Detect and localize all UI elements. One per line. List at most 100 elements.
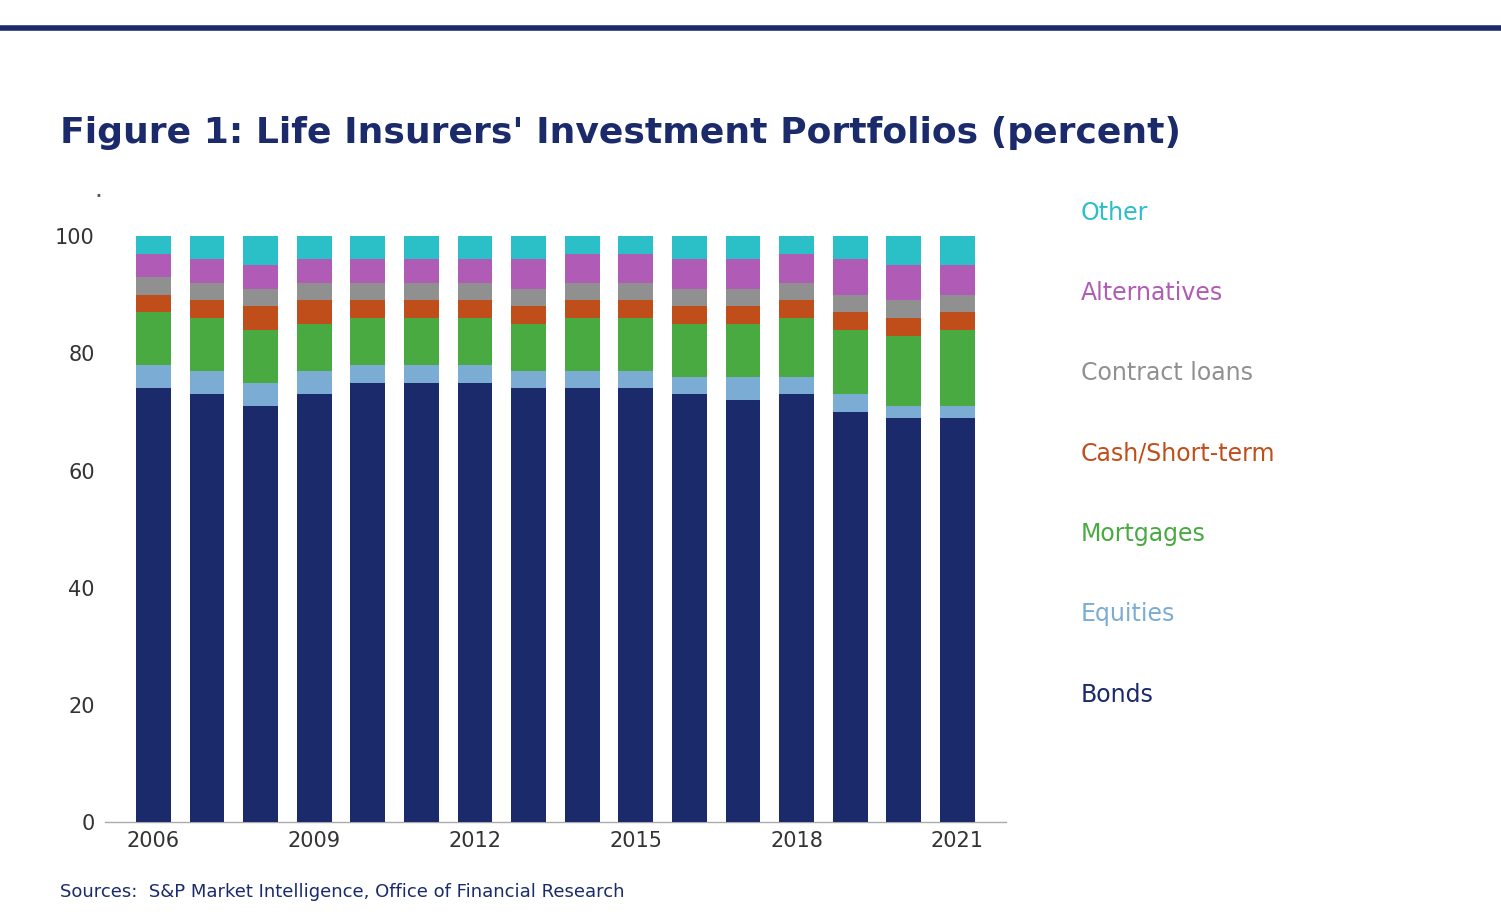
Bar	[887, 406, 922, 418]
Bar	[940, 330, 974, 406]
Bar	[297, 236, 332, 260]
Text: Sources:  S&P Market Intelligence, Office of Financial Research: Sources: S&P Market Intelligence, Office…	[60, 883, 624, 901]
Bar	[672, 307, 707, 324]
Bar	[350, 318, 386, 365]
Bar	[779, 300, 814, 318]
Bar	[189, 371, 224, 395]
Text: Contract loans: Contract loans	[1081, 361, 1253, 385]
Bar	[833, 412, 868, 822]
Bar	[940, 265, 974, 295]
Bar	[137, 253, 171, 277]
Bar	[297, 395, 332, 822]
Bar	[564, 253, 599, 283]
Bar	[350, 383, 386, 822]
Bar	[297, 324, 332, 371]
Bar	[725, 400, 761, 822]
Bar	[779, 395, 814, 822]
Bar	[672, 288, 707, 307]
Bar	[297, 260, 332, 283]
Bar	[564, 318, 599, 371]
Bar	[725, 288, 761, 307]
Bar	[940, 295, 974, 312]
Bar	[833, 260, 868, 295]
Bar	[833, 295, 868, 312]
Bar	[512, 371, 546, 388]
Bar	[512, 388, 546, 822]
Bar	[512, 324, 546, 371]
Bar	[725, 324, 761, 377]
Bar	[887, 335, 922, 406]
Bar	[564, 236, 599, 253]
Bar	[887, 236, 922, 265]
Bar	[512, 288, 546, 307]
Bar	[243, 383, 278, 406]
Bar	[833, 236, 868, 260]
Bar	[672, 260, 707, 288]
Bar	[887, 418, 922, 822]
Bar	[404, 300, 438, 318]
Bar	[297, 371, 332, 395]
Text: Figure 1: Life Insurers' Investment Portfolios (percent): Figure 1: Life Insurers' Investment Port…	[60, 116, 1181, 150]
Bar	[458, 236, 492, 260]
Bar	[887, 318, 922, 335]
Bar	[404, 383, 438, 822]
Bar	[350, 300, 386, 318]
Bar	[137, 388, 171, 822]
Bar	[779, 283, 814, 300]
Bar	[512, 236, 546, 260]
Bar	[618, 300, 653, 318]
Bar	[243, 406, 278, 822]
Bar	[833, 395, 868, 412]
Bar	[833, 330, 868, 395]
Bar	[243, 307, 278, 330]
Bar	[297, 283, 332, 300]
Bar	[189, 395, 224, 822]
Bar	[618, 388, 653, 822]
Bar	[350, 283, 386, 300]
Bar	[779, 236, 814, 253]
Bar	[940, 236, 974, 265]
Bar	[940, 312, 974, 330]
Bar	[564, 388, 599, 822]
Bar	[672, 377, 707, 395]
Bar	[618, 371, 653, 388]
Bar	[458, 365, 492, 383]
Bar	[189, 283, 224, 300]
Bar	[350, 260, 386, 283]
Bar	[940, 406, 974, 418]
Bar	[618, 283, 653, 300]
Bar	[137, 295, 171, 312]
Bar	[189, 300, 224, 318]
Text: Bonds: Bonds	[1081, 683, 1154, 707]
Bar	[779, 377, 814, 395]
Bar	[243, 288, 278, 307]
Bar	[350, 236, 386, 260]
Bar	[137, 365, 171, 388]
Bar	[189, 236, 224, 260]
Bar	[887, 265, 922, 300]
Bar	[404, 365, 438, 383]
Bar	[512, 260, 546, 288]
Bar	[672, 395, 707, 822]
Bar	[404, 283, 438, 300]
Bar	[779, 253, 814, 283]
Bar	[189, 260, 224, 283]
Text: Mortgages: Mortgages	[1081, 522, 1205, 546]
Bar	[458, 318, 492, 365]
Bar	[618, 318, 653, 371]
Bar	[672, 324, 707, 377]
Bar	[672, 236, 707, 260]
Bar	[725, 236, 761, 260]
Bar	[137, 312, 171, 365]
Bar	[833, 312, 868, 330]
Bar	[297, 300, 332, 324]
Bar	[618, 236, 653, 253]
Bar	[243, 236, 278, 265]
Bar	[618, 253, 653, 283]
Bar	[404, 236, 438, 260]
Bar	[404, 260, 438, 283]
Bar	[564, 371, 599, 388]
Text: Equities: Equities	[1081, 602, 1175, 626]
Text: Other: Other	[1081, 201, 1148, 225]
Bar	[350, 365, 386, 383]
